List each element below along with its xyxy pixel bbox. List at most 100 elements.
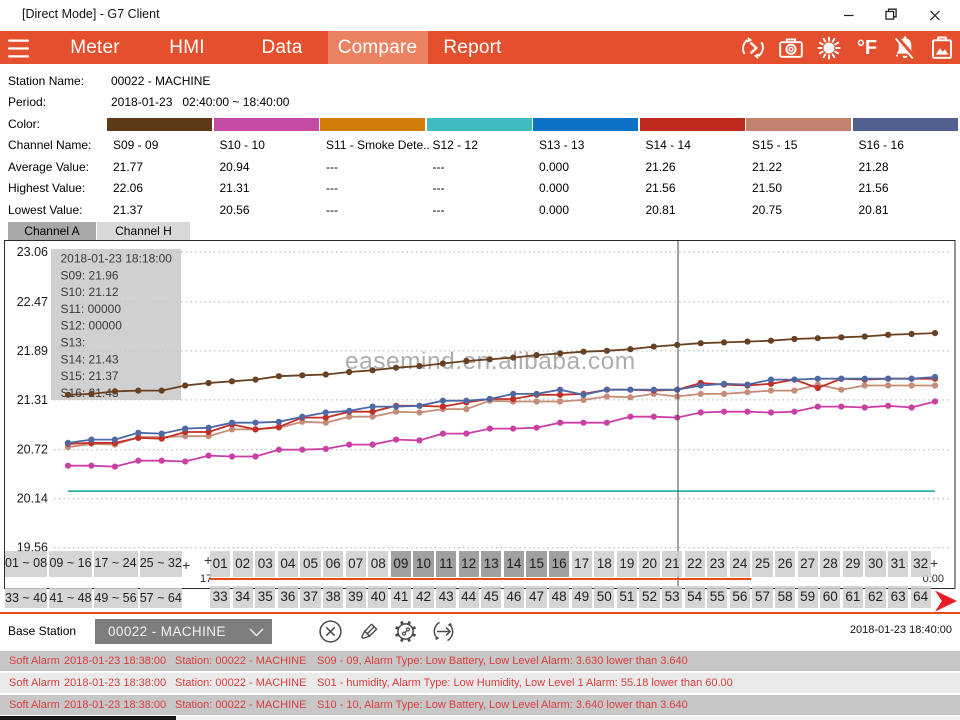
channel-button-48[interactable]: 48 <box>549 586 570 608</box>
settings-icon[interactable] <box>393 619 418 644</box>
channel-button-19[interactable]: 19 <box>616 551 637 577</box>
expand-plus-0[interactable]: + <box>182 557 191 573</box>
channel-button-29[interactable]: 29 <box>842 551 863 577</box>
channel-button-60[interactable]: 60 <box>820 586 841 608</box>
channel-button-64[interactable]: 64 <box>910 586 931 608</box>
channel-button-16[interactable]: 16 <box>549 551 570 577</box>
alarm-row[interactable]: Soft Alarm 2018-01-23 18:38:00 Station: 00… <box>0 651 960 671</box>
channel-button-24[interactable]: 24 <box>729 551 750 577</box>
channel-button-33[interactable]: 33 <box>210 586 231 608</box>
menu-icon[interactable] <box>8 39 30 58</box>
channel-button-05[interactable]: 05 <box>300 551 321 577</box>
channel-group-49~56[interactable]: 49 ~ 56 <box>93 587 138 608</box>
channel-button-11[interactable]: 11 <box>436 551 457 577</box>
next-page-arrow[interactable] <box>933 590 959 613</box>
channel-button-37[interactable]: 37 <box>300 586 321 608</box>
channel-button-04[interactable]: 04 <box>277 551 298 577</box>
channel-button-15[interactable]: 15 <box>526 551 547 577</box>
channel-button-55[interactable]: 55 <box>707 586 728 608</box>
channel-button-38[interactable]: 38 <box>323 586 344 608</box>
channel-button-30[interactable]: 30 <box>865 551 886 577</box>
channel-group-41~48[interactable]: 41 ~ 48 <box>49 587 92 608</box>
channel-button-61[interactable]: 61 <box>842 586 863 608</box>
camera-icon[interactable] <box>777 34 805 62</box>
channel-button-03[interactable]: 03 <box>255 551 276 577</box>
channel-button-34[interactable]: 34 <box>232 586 253 608</box>
base-station-dropdown[interactable]: 00022 - MACHINE <box>95 619 272 644</box>
channel-button-12[interactable]: 12 <box>458 551 479 577</box>
brightness-icon[interactable] <box>815 34 843 62</box>
restore-button[interactable] <box>885 8 897 20</box>
clipboard-image-icon[interactable] <box>928 34 956 62</box>
nav-item-report[interactable]: Report <box>443 37 502 58</box>
nav-item-meter[interactable]: Meter <box>70 37 120 58</box>
channel-button-35[interactable]: 35 <box>255 586 276 608</box>
erase-icon[interactable] <box>356 619 381 644</box>
channel-button-49[interactable]: 49 <box>571 586 592 608</box>
channel-button-56[interactable]: 56 <box>729 586 750 608</box>
channel-button-21[interactable]: 21 <box>662 551 683 577</box>
channel-button-27[interactable]: 27 <box>797 551 818 577</box>
channel-button-18[interactable]: 18 <box>594 551 615 577</box>
channel-button-28[interactable]: 28 <box>820 551 841 577</box>
channel-button-44[interactable]: 44 <box>458 586 479 608</box>
nav-item-data[interactable]: Data <box>261 37 303 58</box>
channel-button-13[interactable]: 13 <box>481 551 502 577</box>
channel-button-22[interactable]: 22 <box>684 551 705 577</box>
go-icon[interactable] <box>431 619 456 644</box>
channel-button-25[interactable]: 25 <box>752 551 773 577</box>
expand-plus-2[interactable]: + <box>930 555 939 571</box>
expand-plus-1[interactable]: + <box>204 552 213 568</box>
bottom-scrollbar[interactable] <box>0 716 176 720</box>
channel-button-09[interactable]: 09 <box>390 551 411 577</box>
channel-button-42[interactable]: 42 <box>413 586 434 608</box>
channel-button-41[interactable]: 41 <box>390 586 411 608</box>
channel-group-17~24[interactable]: 17 ~ 24 <box>93 551 138 577</box>
channel-group-57~64[interactable]: 57 ~ 64 <box>139 587 182 608</box>
channel-group-01~08[interactable]: 01 ~ 08 <box>5 551 47 577</box>
channel-group-09~16[interactable]: 09 ~ 16 <box>49 551 92 577</box>
channel-button-07[interactable]: 07 <box>345 551 366 577</box>
channel-button-51[interactable]: 51 <box>616 586 637 608</box>
channel-button-20[interactable]: 20 <box>639 551 660 577</box>
channel-button-32[interactable]: 32 <box>910 551 931 577</box>
channel-button-14[interactable]: 14 <box>503 551 524 577</box>
channel-button-26[interactable]: 26 <box>775 551 796 577</box>
channel-button-57[interactable]: 57 <box>752 586 773 608</box>
tab-channel-a[interactable]: Channel A <box>8 222 96 240</box>
channel-button-31[interactable]: 31 <box>888 551 909 577</box>
channel-button-62[interactable]: 62 <box>865 586 886 608</box>
tab-channel-h[interactable]: Channel H <box>97 222 190 240</box>
alarm-row[interactable]: Soft Alarm 2018-01-23 18:38:00 Station: 00… <box>0 695 960 715</box>
nav-item-compare[interactable]: Compare <box>327 31 428 64</box>
channel-button-43[interactable]: 43 <box>436 586 457 608</box>
mute-bell-icon[interactable] <box>891 34 919 62</box>
alarm-row[interactable]: Soft Alarm 2018-01-23 18:38:00 Station: 00… <box>0 673 960 693</box>
channel-button-50[interactable]: 50 <box>594 586 615 608</box>
sync-icon[interactable] <box>739 34 767 62</box>
channel-button-02[interactable]: 02 <box>232 551 253 577</box>
channel-button-52[interactable]: 52 <box>639 586 660 608</box>
channel-group-25~32[interactable]: 25 ~ 32 <box>139 551 182 577</box>
channel-button-47[interactable]: 47 <box>526 586 547 608</box>
channel-button-01[interactable]: 01 <box>210 551 231 577</box>
channel-button-40[interactable]: 40 <box>368 586 389 608</box>
channel-button-36[interactable]: 36 <box>277 586 298 608</box>
channel-button-06[interactable]: 06 <box>323 551 344 577</box>
channel-button-54[interactable]: 54 <box>684 586 705 608</box>
nav-item-hmi[interactable]: HMI <box>169 37 205 58</box>
channel-button-63[interactable]: 63 <box>888 586 909 608</box>
channel-button-08[interactable]: 08 <box>368 551 389 577</box>
channel-button-39[interactable]: 39 <box>345 586 366 608</box>
cancel-icon[interactable] <box>318 619 343 644</box>
channel-button-58[interactable]: 58 <box>775 586 796 608</box>
channel-button-23[interactable]: 23 <box>707 551 728 577</box>
close-button[interactable] <box>930 10 940 21</box>
channel-group-33~40[interactable]: 33 ~ 40 <box>5 587 47 608</box>
fahrenheit-icon[interactable]: °F <box>856 37 878 59</box>
channel-button-17[interactable]: 17 <box>571 551 592 577</box>
channel-button-59[interactable]: 59 <box>797 586 818 608</box>
channel-button-10[interactable]: 10 <box>413 551 434 577</box>
channel-button-53[interactable]: 53 <box>662 586 683 608</box>
channel-button-45[interactable]: 45 <box>481 586 502 608</box>
